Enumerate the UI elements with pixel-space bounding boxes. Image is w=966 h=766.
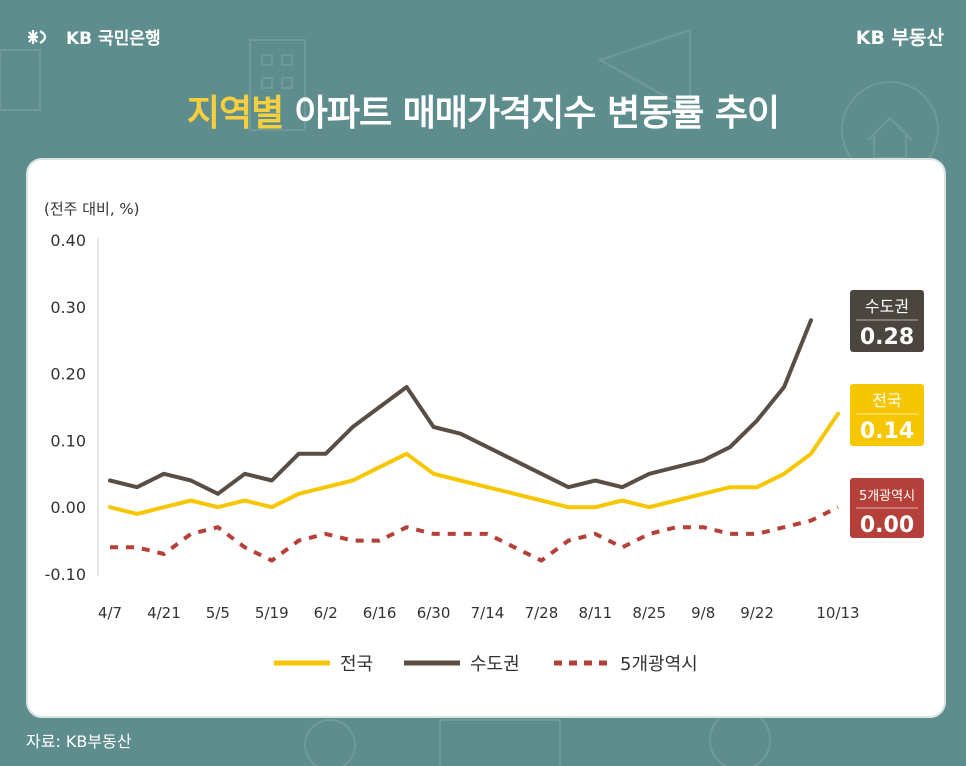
end-label-name: 수도권 [865, 297, 909, 316]
legend: 전국 수도권 5개광역시 [274, 654, 698, 675]
series-lines [108, 318, 840, 563]
title-rest: 아파트 매매가격지수 변동률 추이 [283, 93, 780, 134]
x-tick-label: 6/30 [417, 604, 451, 622]
chart-card: (전주 대비, %) 0.40 0.30 0.20 0.10 0.00 -0.10 4/7… [26, 158, 946, 718]
x-tick-label: 9/8 [691, 604, 715, 622]
x-tick-label: 4/21 [147, 604, 181, 622]
x-tick-label: 7/28 [525, 604, 559, 622]
source-note: 자료: KB부동산 [26, 732, 132, 751]
logo-text: KB 국민은행 [66, 29, 161, 49]
kb-kookmin-logo: KB 국민은행 [26, 24, 161, 49]
x-tick-label: 5/19 [255, 604, 289, 622]
y-tick-label: 0.10 [50, 431, 86, 450]
end-label-value: 0.28 [860, 325, 914, 350]
line-chart: (전주 대비, %) 0.40 0.30 0.20 0.10 0.00 -0.10 4/7… [44, 200, 924, 675]
legend-label: 5개광역시 [620, 654, 698, 675]
series-line-0 [108, 411, 840, 516]
legend-label: 수도권 [470, 654, 520, 675]
y-tick-label: 0.40 [50, 231, 86, 250]
x-tick-label: 6/2 [314, 604, 338, 622]
end-labels: 수도권 0.28 전국 0.14 5개광역시 0.00 [850, 290, 924, 538]
end-label-value: 0.14 [860, 419, 914, 444]
x-tick-label: 6/16 [363, 604, 397, 622]
brand-label: KB 부동산 [855, 27, 944, 49]
unit-label: (전주 대비, %) [44, 200, 139, 218]
title-highlight: 지역별 [186, 93, 284, 134]
end-label-value: 0.00 [860, 513, 914, 538]
end-label-name: 전국 [872, 391, 901, 410]
end-label-box: 전국 0.14 [850, 384, 924, 446]
y-tick-labels: 0.40 0.30 0.20 0.10 0.00 -0.10 [45, 231, 86, 584]
page-title: 지역별 아파트 매매가격지수 변동률 추이 [0, 84, 966, 136]
x-tick-label: 5/5 [206, 604, 230, 622]
end-label-box: 수도권 0.28 [850, 290, 924, 352]
x-tick-label: 8/25 [632, 604, 666, 622]
series-line-1 [108, 318, 813, 496]
y-tick-label: 0.20 [50, 365, 86, 384]
series-line-2 [110, 505, 839, 563]
x-tick-label: 9/22 [740, 604, 774, 622]
kb-star-icon [28, 29, 47, 44]
y-tick-label: 0.30 [50, 298, 86, 317]
y-tick-label: -0.10 [45, 565, 86, 584]
end-label-box: 5개광역시 0.00 [850, 478, 924, 538]
x-tick-labels: 4/7 4/21 5/5 5/19 6/2 6/16 6/30 7/14 7/28 8/11 8/2… [98, 604, 860, 622]
end-label-name: 5개광역시 [859, 489, 915, 504]
x-tick-label: 7/14 [471, 604, 505, 622]
x-tick-label: 4/7 [98, 604, 122, 622]
x-tick-label: 8/11 [578, 604, 612, 622]
y-tick-label: 0.00 [50, 498, 86, 517]
x-tick-label: 10/13 [816, 604, 859, 622]
legend-label: 전국 [340, 654, 373, 675]
